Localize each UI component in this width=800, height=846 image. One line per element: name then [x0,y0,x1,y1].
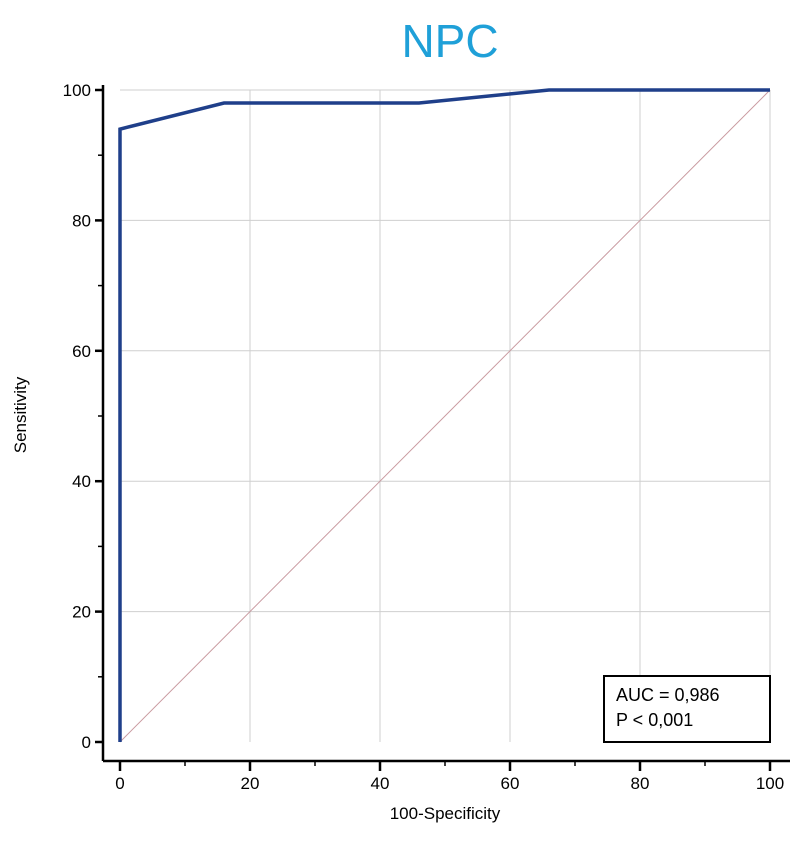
auc-annotation: AUC = 0,986 P < 0,001 [603,675,771,743]
reference-diagonal [119,89,771,743]
tick-labels: 0 20 40 60 80 100 0 20 40 60 80 100 [63,81,785,793]
x-axis-label: 100-Specificity [390,804,501,823]
y-tick-label: 0 [82,733,91,752]
x-tick-label: 100 [756,774,784,793]
auc-value: AUC = 0,986 [616,685,720,705]
x-tick-label: 20 [241,774,260,793]
y-tick-label: 20 [72,603,91,622]
y-tick-label: 100 [63,81,91,100]
reference-line [119,89,771,743]
y-tick-label: 40 [72,472,91,491]
axes [101,85,790,763]
series-layer [118,88,770,742]
x-tick-label: 60 [501,774,520,793]
x-tick-label: 40 [371,774,390,793]
y-tick-label: 80 [72,211,91,230]
y-axis-label: Sensitivity [11,376,30,453]
chart-title: NPC [401,15,498,67]
y-tick-label: 60 [72,342,91,361]
annotation-box [603,675,771,743]
x-tick-label: 0 [115,774,124,793]
x-tick-label: 80 [631,774,650,793]
roc-curve [118,88,770,742]
p-value: P < 0,001 [616,710,693,730]
